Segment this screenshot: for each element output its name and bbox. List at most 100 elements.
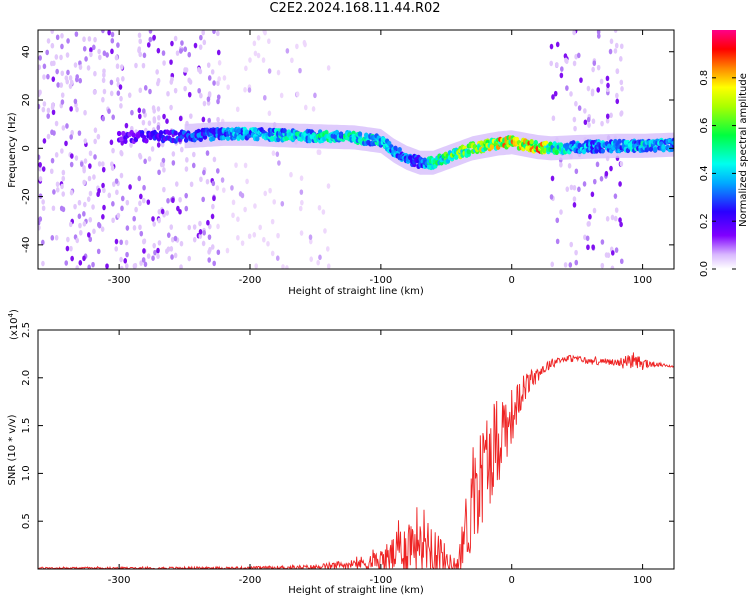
noise-mark [295,43,299,50]
noise-mark [50,102,55,109]
noise-mark [96,248,101,255]
noise-mark [271,150,276,156]
noise-mark [111,114,115,120]
noise-mark [142,108,146,114]
noise-mark [124,122,129,129]
noise-mark [202,169,206,176]
noise-mark [205,150,210,156]
noise-mark [317,149,322,156]
noise-mark [162,167,166,173]
noise-mark [253,203,257,209]
noise-mark [207,257,212,263]
noise-mark [75,76,79,83]
noise-mark [111,201,115,207]
x-tick-label: 0 [509,275,515,286]
noise-mark [82,36,86,43]
noise-mark [187,91,192,98]
noise-mark [199,34,203,41]
noise-mark [549,43,554,50]
noise-mark [170,254,174,260]
noise-mark [290,57,294,64]
noise-mark [132,225,137,231]
noise-mark [600,120,604,127]
noise-mark [550,261,555,268]
noise-mark [588,213,592,220]
noise-mark [160,208,165,215]
noise-mark [132,215,136,222]
noise-mark [119,95,123,102]
noise-mark [138,38,143,45]
noise-mark [184,166,189,172]
noise-mark [55,181,60,188]
x-tick-label: -300 [108,575,131,586]
noise-mark [73,98,78,105]
noise-mark [184,67,189,73]
noise-mark [608,48,613,55]
noise-mark [247,233,252,240]
noise-mark [582,181,587,187]
noise-mark [185,157,189,163]
noise-mark [38,161,42,168]
noise-mark [65,245,70,252]
noise-mark [244,65,248,72]
noise-mark [210,213,215,220]
y-tick-label: -20 [21,188,32,204]
noise-mark [275,151,280,157]
noise-mark [555,217,560,224]
noise-mark [252,40,257,47]
noise-mark [41,260,45,267]
noise-mark [107,108,111,115]
noise-mark [157,217,161,224]
noise-mark [261,57,266,63]
noise-mark [55,34,60,41]
noise-mark [596,30,601,35]
noise-mark [298,205,303,212]
noise-mark [151,255,155,261]
noise-mark [146,42,151,48]
noise-mark [96,133,101,140]
noise-mark [577,186,581,193]
colorbar-tick-label: 0.2 [699,213,710,229]
noise-mark [61,191,66,197]
noise-mark [59,82,64,88]
noise-mark [114,238,119,245]
noise-mark [138,200,142,207]
noise-mark [132,263,137,269]
noise-mark [148,30,153,34]
noise-mark [184,192,188,199]
noise-mark [279,92,284,99]
noise-mark [46,107,51,114]
noise-mark [179,240,184,247]
snr-frame [37,329,675,570]
noise-mark [574,249,578,256]
noise-mark [606,82,610,89]
noise-mark [50,157,55,164]
noise-mark [70,153,74,159]
noise-mark [256,52,261,59]
noise-mark [87,175,92,182]
noise-mark [605,118,610,124]
spectrogram-y-label: Frequency (Hz) [7,112,18,188]
noise-mark [138,51,143,58]
noise-mark [78,229,83,236]
x-tick-label: 100 [633,575,652,586]
x-tick-label: -200 [239,275,262,286]
noise-mark [565,85,569,91]
noise-mark [217,60,222,66]
noise-mark [38,216,43,222]
noise-mark [141,62,146,69]
noise-mark [75,106,79,113]
noise-mark [201,196,205,203]
noise-mark [156,247,160,254]
noise-mark [591,244,595,250]
noise-mark [317,204,322,211]
noise-mark [54,54,59,60]
noise-mark [46,133,51,140]
noise-mark [169,246,174,252]
noise-mark [64,75,69,81]
noise-mark [100,226,105,232]
noise-mark [137,46,142,52]
noise-mark [300,199,304,206]
noise-mark [66,38,70,44]
